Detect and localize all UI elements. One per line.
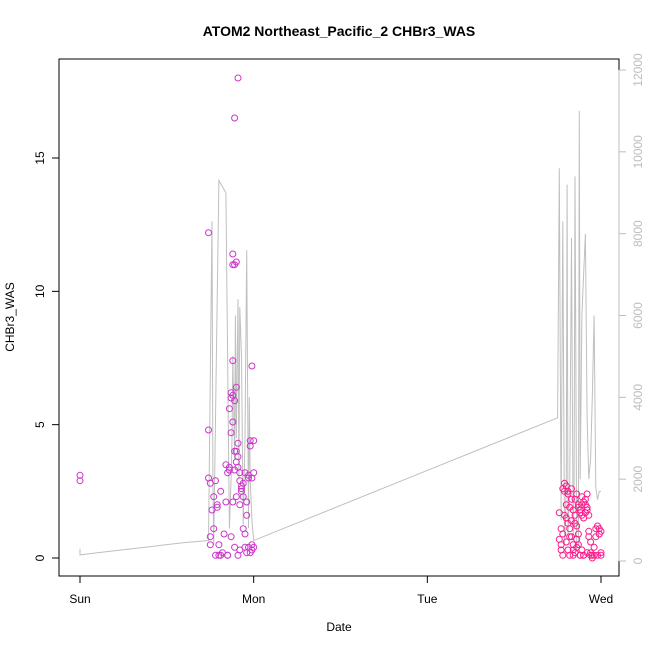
data-point bbox=[597, 549, 605, 557]
data-point bbox=[210, 525, 218, 533]
data-point bbox=[597, 527, 605, 535]
data-point bbox=[229, 498, 237, 506]
data-point bbox=[590, 551, 598, 559]
data-point bbox=[573, 543, 581, 551]
data-point bbox=[590, 543, 598, 551]
data-point bbox=[234, 453, 242, 461]
data-point bbox=[236, 469, 244, 477]
data-point bbox=[243, 511, 251, 519]
chart-title: ATOM2 Northeast_Pacific_2 CHBr3_WAS bbox=[203, 23, 476, 39]
data-point bbox=[225, 405, 233, 413]
data-point bbox=[246, 437, 254, 445]
data-point bbox=[578, 493, 586, 501]
data-point bbox=[562, 538, 570, 546]
y-tick-label: 15 bbox=[33, 151, 47, 165]
series-line-0 bbox=[79, 110, 601, 556]
data-point bbox=[206, 533, 214, 541]
data-point bbox=[231, 397, 239, 405]
data-point bbox=[250, 469, 258, 477]
data-point bbox=[213, 501, 221, 509]
data-point bbox=[212, 551, 219, 559]
data-point bbox=[76, 477, 84, 485]
y2-tick-label: 10000 bbox=[631, 135, 645, 169]
data-point bbox=[229, 250, 237, 258]
data-point bbox=[232, 493, 240, 501]
data-point bbox=[581, 509, 589, 517]
y2-tick-label: 12000 bbox=[631, 53, 645, 87]
data-point bbox=[571, 519, 579, 527]
data-point bbox=[210, 493, 218, 501]
data-point bbox=[234, 74, 242, 82]
data-point bbox=[76, 471, 84, 479]
data-point bbox=[239, 479, 247, 487]
y2-tick-label: 4000 bbox=[631, 384, 645, 411]
y2-tick-label: 0 bbox=[631, 557, 645, 564]
x-tick-label: Mon bbox=[242, 592, 265, 606]
data-point bbox=[220, 530, 228, 538]
data-point bbox=[239, 493, 247, 501]
data-point bbox=[227, 533, 235, 541]
data-point bbox=[566, 525, 574, 533]
data-point bbox=[568, 495, 575, 503]
data-point bbox=[559, 551, 567, 559]
data-point bbox=[243, 498, 251, 506]
data-point bbox=[215, 541, 223, 549]
data-point bbox=[246, 442, 254, 450]
data-point bbox=[213, 503, 221, 511]
data-point bbox=[227, 429, 235, 437]
x-axis-label: Date bbox=[326, 620, 352, 634]
data-point bbox=[587, 538, 595, 546]
data-point bbox=[564, 490, 572, 498]
data-point bbox=[566, 533, 574, 541]
data-point bbox=[248, 362, 256, 370]
x-tick-label: Tue bbox=[417, 592, 438, 606]
data-point bbox=[236, 501, 244, 509]
data-point bbox=[222, 498, 230, 506]
data-point bbox=[225, 466, 233, 474]
data-point bbox=[232, 383, 240, 391]
x-tick-label: Wed bbox=[589, 592, 613, 606]
data-point bbox=[574, 530, 582, 538]
y2-tick-label: 8000 bbox=[631, 220, 645, 247]
y2-tick-label: 2000 bbox=[631, 465, 645, 492]
data-point bbox=[212, 477, 219, 485]
data-point bbox=[224, 551, 232, 559]
data-point bbox=[229, 357, 237, 365]
data-point bbox=[205, 426, 212, 434]
y-tick-label: 5 bbox=[33, 421, 47, 428]
data-point bbox=[229, 418, 237, 426]
y2-tick-label: 6000 bbox=[631, 302, 645, 329]
data-point bbox=[587, 551, 595, 559]
data-point bbox=[241, 530, 249, 538]
y-axis-right: 0 2000 4000 6000 8000 10000 12000 bbox=[618, 53, 645, 564]
data-point bbox=[559, 530, 567, 538]
data-point bbox=[250, 543, 258, 551]
data-point bbox=[245, 474, 252, 482]
data-point bbox=[585, 527, 593, 535]
x-tick-label: Sun bbox=[69, 592, 90, 606]
data-point bbox=[205, 229, 212, 237]
plot-frame bbox=[58, 58, 620, 577]
data-point bbox=[576, 551, 584, 559]
data-point bbox=[231, 261, 239, 269]
data-point bbox=[250, 437, 258, 445]
data-point bbox=[568, 485, 575, 493]
line-series bbox=[79, 110, 601, 556]
data-point bbox=[206, 541, 214, 549]
y-axis-left: 0 5 10 15 bbox=[33, 151, 60, 561]
data-point bbox=[234, 439, 242, 447]
data-point bbox=[597, 551, 605, 559]
x-axis: Sun Mon Tue Wed bbox=[69, 575, 613, 606]
y-axis-label: CHBr3_WAS bbox=[3, 282, 17, 352]
point-series bbox=[76, 74, 605, 562]
data-point bbox=[231, 114, 239, 122]
y-tick-label: 0 bbox=[33, 554, 47, 561]
data-point bbox=[217, 487, 225, 495]
y-tick-label: 10 bbox=[33, 284, 47, 298]
